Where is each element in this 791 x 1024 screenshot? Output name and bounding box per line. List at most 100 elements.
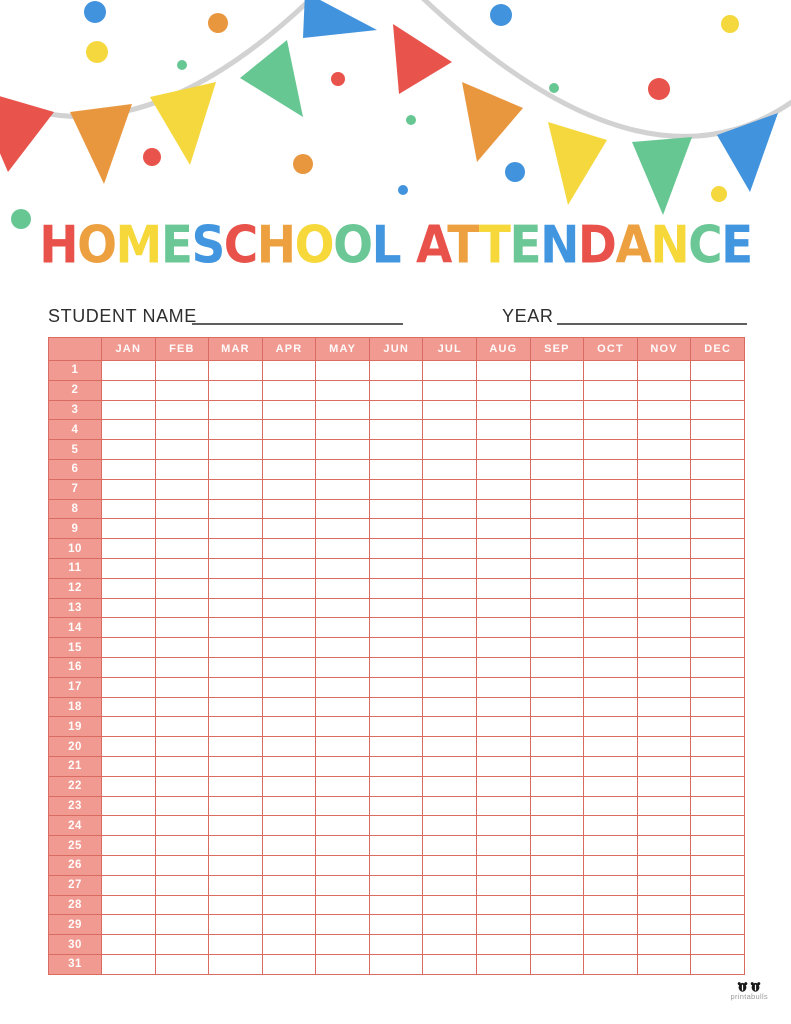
attendance-cell-oct-10[interactable] (583, 538, 638, 559)
attendance-cell-jul-5[interactable] (422, 439, 478, 460)
attendance-cell-may-24[interactable] (315, 815, 370, 837)
attendance-cell-may-1[interactable] (315, 360, 370, 381)
attendance-cell-feb-25[interactable] (154, 835, 210, 856)
attendance-cell-aug-30[interactable] (476, 934, 531, 955)
attendance-cell-dec-8[interactable] (690, 498, 745, 520)
attendance-cell-jun-15[interactable] (368, 637, 424, 658)
attendance-cell-may-19[interactable] (315, 716, 370, 738)
attendance-cell-jul-2[interactable] (422, 379, 478, 401)
attendance-cell-feb-14[interactable] (154, 617, 210, 639)
attendance-cell-nov-1[interactable] (636, 360, 692, 381)
attendance-cell-dec-24[interactable] (690, 815, 745, 837)
attendance-cell-jun-7[interactable] (368, 478, 424, 500)
attendance-cell-aug-27[interactable] (476, 874, 531, 896)
attendance-cell-may-26[interactable] (315, 854, 370, 876)
attendance-cell-apr-27[interactable] (261, 874, 317, 896)
attendance-cell-feb-20[interactable] (154, 736, 210, 757)
attendance-cell-may-27[interactable] (315, 874, 370, 896)
attendance-cell-oct-17[interactable] (583, 676, 638, 698)
attendance-cell-nov-22[interactable] (636, 775, 692, 797)
attendance-cell-sep-20[interactable] (529, 736, 585, 757)
attendance-cell-jun-16[interactable] (368, 656, 424, 678)
attendance-cell-nov-18[interactable] (636, 696, 692, 718)
attendance-cell-jul-9[interactable] (422, 518, 478, 540)
attendance-cell-aug-16[interactable] (476, 656, 531, 678)
attendance-cell-jun-27[interactable] (368, 874, 424, 896)
attendance-cell-aug-28[interactable] (476, 894, 531, 916)
attendance-cell-oct-5[interactable] (583, 439, 638, 460)
attendance-cell-dec-31[interactable] (690, 953, 745, 975)
attendance-cell-may-20[interactable] (315, 736, 370, 757)
attendance-cell-sep-21[interactable] (529, 755, 585, 777)
attendance-cell-nov-2[interactable] (636, 379, 692, 401)
attendance-cell-dec-26[interactable] (690, 854, 745, 876)
attendance-cell-aug-7[interactable] (476, 478, 531, 500)
attendance-cell-jun-19[interactable] (368, 716, 424, 738)
attendance-cell-jun-17[interactable] (368, 676, 424, 698)
attendance-cell-apr-14[interactable] (261, 617, 317, 639)
attendance-cell-mar-7[interactable] (208, 478, 263, 500)
attendance-cell-dec-3[interactable] (690, 399, 745, 421)
attendance-cell-jun-12[interactable] (368, 577, 424, 599)
attendance-cell-jan-1[interactable] (101, 360, 156, 381)
attendance-cell-jun-2[interactable] (368, 379, 424, 401)
attendance-cell-nov-26[interactable] (636, 854, 692, 876)
attendance-cell-may-15[interactable] (315, 637, 370, 658)
attendance-cell-mar-3[interactable] (208, 399, 263, 421)
attendance-cell-sep-14[interactable] (529, 617, 585, 639)
attendance-cell-nov-21[interactable] (636, 755, 692, 777)
attendance-cell-feb-26[interactable] (154, 854, 210, 876)
attendance-cell-may-12[interactable] (315, 577, 370, 599)
attendance-cell-apr-3[interactable] (261, 399, 317, 421)
attendance-cell-jul-18[interactable] (422, 696, 478, 718)
attendance-cell-apr-19[interactable] (261, 716, 317, 738)
attendance-cell-dec-29[interactable] (690, 914, 745, 936)
attendance-cell-apr-9[interactable] (261, 518, 317, 540)
attendance-cell-jan-30[interactable] (101, 934, 156, 955)
attendance-cell-may-17[interactable] (315, 676, 370, 698)
attendance-cell-feb-24[interactable] (154, 815, 210, 837)
attendance-cell-aug-24[interactable] (476, 815, 531, 837)
attendance-cell-sep-18[interactable] (529, 696, 585, 718)
attendance-cell-jun-1[interactable] (368, 360, 424, 381)
attendance-cell-sep-13[interactable] (529, 597, 585, 619)
attendance-cell-sep-9[interactable] (529, 518, 585, 540)
attendance-cell-jan-12[interactable] (101, 577, 156, 599)
attendance-cell-nov-5[interactable] (636, 439, 692, 460)
attendance-cell-mar-6[interactable] (208, 458, 263, 480)
attendance-cell-jul-8[interactable] (422, 498, 478, 520)
attendance-cell-dec-12[interactable] (690, 577, 745, 599)
attendance-cell-dec-19[interactable] (690, 716, 745, 738)
attendance-cell-apr-12[interactable] (261, 577, 317, 599)
attendance-cell-aug-26[interactable] (476, 854, 531, 876)
attendance-cell-may-28[interactable] (315, 894, 370, 916)
attendance-cell-sep-8[interactable] (529, 498, 585, 520)
attendance-cell-feb-27[interactable] (154, 874, 210, 896)
attendance-cell-jan-4[interactable] (101, 419, 156, 441)
attendance-cell-nov-25[interactable] (636, 835, 692, 856)
attendance-cell-dec-23[interactable] (690, 795, 745, 817)
attendance-cell-jun-24[interactable] (368, 815, 424, 837)
attendance-cell-aug-11[interactable] (476, 557, 531, 579)
attendance-cell-jan-18[interactable] (101, 696, 156, 718)
attendance-cell-mar-29[interactable] (208, 914, 263, 936)
attendance-cell-oct-12[interactable] (583, 577, 638, 599)
attendance-cell-apr-29[interactable] (261, 914, 317, 936)
attendance-cell-sep-2[interactable] (529, 379, 585, 401)
attendance-cell-apr-20[interactable] (261, 736, 317, 757)
attendance-cell-oct-11[interactable] (583, 557, 638, 579)
attendance-cell-aug-4[interactable] (476, 419, 531, 441)
attendance-cell-dec-18[interactable] (690, 696, 745, 718)
attendance-cell-mar-9[interactable] (208, 518, 263, 540)
attendance-cell-sep-17[interactable] (529, 676, 585, 698)
attendance-cell-jun-23[interactable] (368, 795, 424, 817)
attendance-cell-jan-23[interactable] (101, 795, 156, 817)
attendance-cell-aug-6[interactable] (476, 458, 531, 480)
attendance-cell-nov-15[interactable] (636, 637, 692, 658)
attendance-cell-may-13[interactable] (315, 597, 370, 619)
attendance-cell-sep-3[interactable] (529, 399, 585, 421)
attendance-cell-sep-29[interactable] (529, 914, 585, 936)
attendance-cell-oct-6[interactable] (583, 458, 638, 480)
attendance-cell-apr-8[interactable] (261, 498, 317, 520)
attendance-cell-may-9[interactable] (315, 518, 370, 540)
